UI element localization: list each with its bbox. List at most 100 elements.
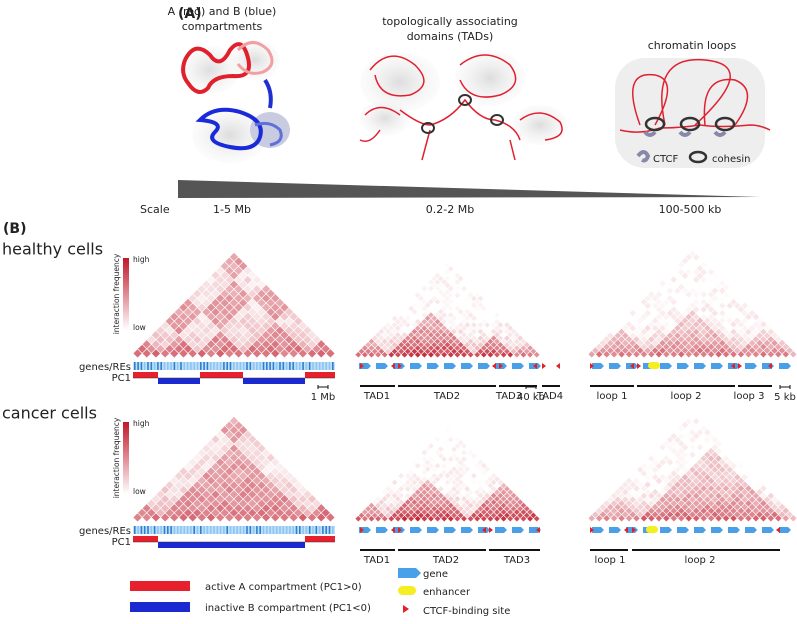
heatmap-cell — [789, 514, 797, 523]
gene-stripe — [183, 362, 186, 370]
gene-stripe — [262, 362, 265, 370]
gene-stripe — [226, 362, 228, 370]
gene-stripe — [282, 526, 285, 534]
legend-swatch — [130, 602, 190, 612]
gene-stripe — [137, 362, 139, 370]
ctcf-site — [542, 363, 546, 369]
scale-bar — [525, 385, 537, 389]
gene-stripe — [173, 526, 176, 534]
ctcf-site — [492, 363, 496, 369]
gene-stripe — [269, 362, 271, 370]
gene-stripe — [239, 362, 242, 370]
colorbar-label: high — [133, 419, 150, 428]
pc1-segment — [133, 536, 158, 542]
gene-arrow — [461, 363, 473, 369]
gene-stripe — [262, 526, 265, 534]
gene-stripe — [272, 362, 275, 370]
ctcf-site — [624, 527, 628, 533]
ctcf-site — [360, 363, 364, 369]
gene-arrow — [711, 363, 723, 369]
gene-stripe — [213, 362, 215, 370]
loop-illustration — [615, 58, 771, 168]
gene-stripe — [242, 362, 245, 370]
gene-stripe — [190, 362, 192, 370]
gene-stripe — [282, 362, 285, 370]
colorbar-label: high — [133, 255, 150, 264]
gene-stripe — [206, 526, 209, 534]
scale-bar — [317, 385, 329, 389]
gene-stripe — [143, 362, 146, 370]
scale-bar — [779, 385, 791, 389]
column-title: A (red) and B (blue) — [168, 5, 277, 18]
ctcf-site — [360, 527, 364, 533]
gene-stripe — [275, 526, 278, 534]
heatmap — [354, 425, 541, 523]
gene-stripe — [209, 362, 212, 370]
gene-stripe — [147, 526, 149, 534]
gene-stripe — [176, 526, 179, 534]
gene-stripe — [318, 526, 321, 534]
gene-stripe — [239, 526, 242, 534]
domain-label: loop 3 — [734, 391, 765, 402]
pc1-segment — [200, 372, 243, 378]
compartment-illustration — [180, 40, 290, 163]
gene-arrow — [410, 363, 422, 369]
gene-stripe — [252, 362, 255, 370]
gene-arrow — [779, 363, 791, 369]
scale-bar-label: 40 kb — [517, 392, 545, 403]
scale-value: 0.2-2 Mb — [426, 203, 474, 216]
colorbar — [123, 422, 129, 494]
gene-stripe — [332, 526, 334, 534]
column-title: domains (TADs) — [407, 30, 494, 43]
gene-stripe — [229, 526, 232, 534]
gene-stripe — [137, 526, 139, 534]
gene-stripe — [134, 526, 136, 534]
gene-stripe — [203, 362, 205, 370]
gene-stripe — [167, 362, 169, 370]
gene-stripe — [160, 526, 162, 534]
gene-stripe — [233, 526, 235, 534]
scale-wedge — [178, 180, 760, 198]
gene-stripe — [170, 526, 172, 534]
gene-stripe — [233, 362, 235, 370]
gene-stripe — [163, 526, 166, 534]
gene-arrow — [592, 363, 604, 369]
gene-stripe — [167, 526, 169, 534]
gene-stripe — [259, 362, 261, 370]
ctcf-site — [768, 363, 772, 369]
gene-stripe — [308, 526, 311, 534]
gene-stripe — [236, 362, 238, 370]
gene-stripe — [272, 526, 275, 534]
gene-stripe — [147, 362, 149, 370]
gene-stripe — [196, 526, 199, 534]
gene-stripe — [153, 362, 156, 370]
enhancer — [646, 526, 658, 533]
gene-arrow — [779, 527, 791, 533]
ctcf-site — [776, 527, 780, 533]
panel-label: (B) — [3, 221, 26, 237]
gene-arrow — [461, 527, 473, 533]
colorbar-label: low — [133, 487, 146, 496]
gene-arrow — [745, 527, 757, 533]
gene-stripe — [140, 362, 143, 370]
gene-stripe — [200, 526, 202, 534]
scale-bar-label: 5 kb — [774, 392, 796, 403]
ctcf-site — [489, 527, 493, 533]
gene-stripe — [302, 362, 304, 370]
colorbar-title: interaction frequency — [112, 253, 121, 334]
column-title: compartments — [182, 20, 263, 33]
gene-stripe — [180, 526, 182, 534]
ctcf-site — [499, 363, 503, 369]
gene-arrow — [677, 363, 689, 369]
gene-stripe — [299, 362, 301, 370]
gene-stripe — [289, 526, 291, 534]
gene-stripe — [209, 526, 212, 534]
legend-text: inactive B compartment (PC1<0) — [205, 603, 371, 614]
gene-stripe — [150, 526, 153, 534]
heatmap-cell — [532, 514, 541, 523]
gene-stripe — [266, 362, 268, 370]
gene-stripe — [246, 526, 248, 534]
gene-stripe — [216, 526, 219, 534]
column-title: chromatin loops — [648, 39, 737, 52]
gene-stripe — [292, 526, 294, 534]
